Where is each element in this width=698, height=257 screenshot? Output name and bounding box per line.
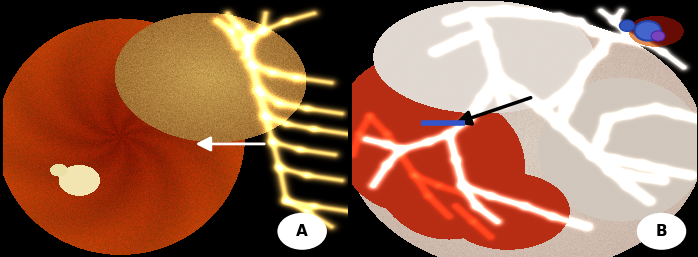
Circle shape — [651, 31, 665, 41]
Circle shape — [277, 213, 327, 250]
Text: A: A — [296, 224, 308, 239]
Text: B: B — [655, 224, 667, 239]
Circle shape — [620, 20, 634, 31]
Circle shape — [637, 213, 686, 250]
Circle shape — [634, 21, 661, 41]
